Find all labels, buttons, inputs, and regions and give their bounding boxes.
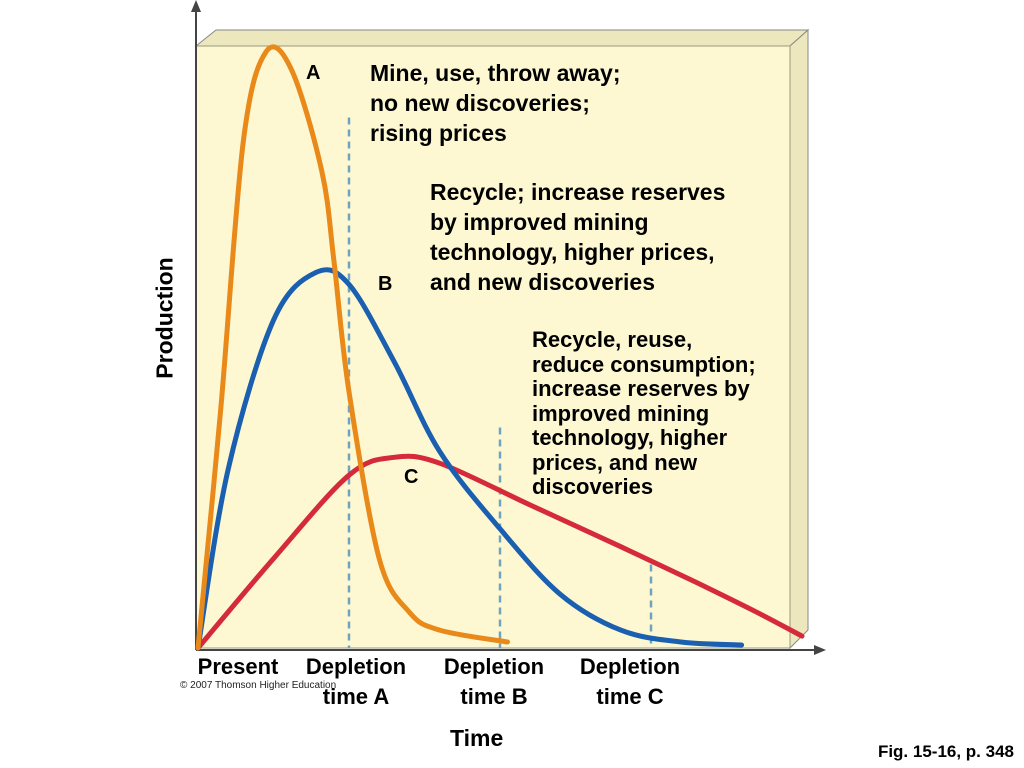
x-axis-arrow <box>814 645 826 655</box>
x-tick-label: Depletion time B <box>443 654 545 709</box>
series-line-c <box>195 453 805 651</box>
x-tick-label: Depletion time A <box>305 654 407 709</box>
panel-front-face <box>195 45 791 649</box>
x-tick-label: Depletion time C <box>579 654 681 709</box>
copyright-text: © 2007 Thomson Higher Education <box>180 680 337 691</box>
y-axis-label: Production <box>151 257 178 379</box>
series-line-a <box>195 44 510 651</box>
x-tick-label: Present <box>197 654 279 679</box>
annotation-a: Mine, use, throw away; no new discoverie… <box>370 60 621 146</box>
series-c-letter: C <box>404 466 419 488</box>
series-a-letter: A <box>306 62 321 84</box>
series-lines <box>195 44 805 651</box>
panel-side-face <box>789 28 809 650</box>
series-line-b <box>195 267 745 651</box>
annotation-c: Recycle, reuse, reduce consumption; incr… <box>532 327 756 499</box>
chart-axes <box>191 0 826 655</box>
chart-panel <box>194 28 810 650</box>
panel-top-face <box>194 29 810 47</box>
series-b-letter: B <box>378 273 393 295</box>
y-axis-arrow <box>191 0 201 12</box>
x-axis-label: Time <box>450 725 504 751</box>
figure-reference: Fig. 15-16, p. 348 <box>877 742 1014 761</box>
annotation-b: Recycle; increase reserves by improved m… <box>430 179 726 295</box>
